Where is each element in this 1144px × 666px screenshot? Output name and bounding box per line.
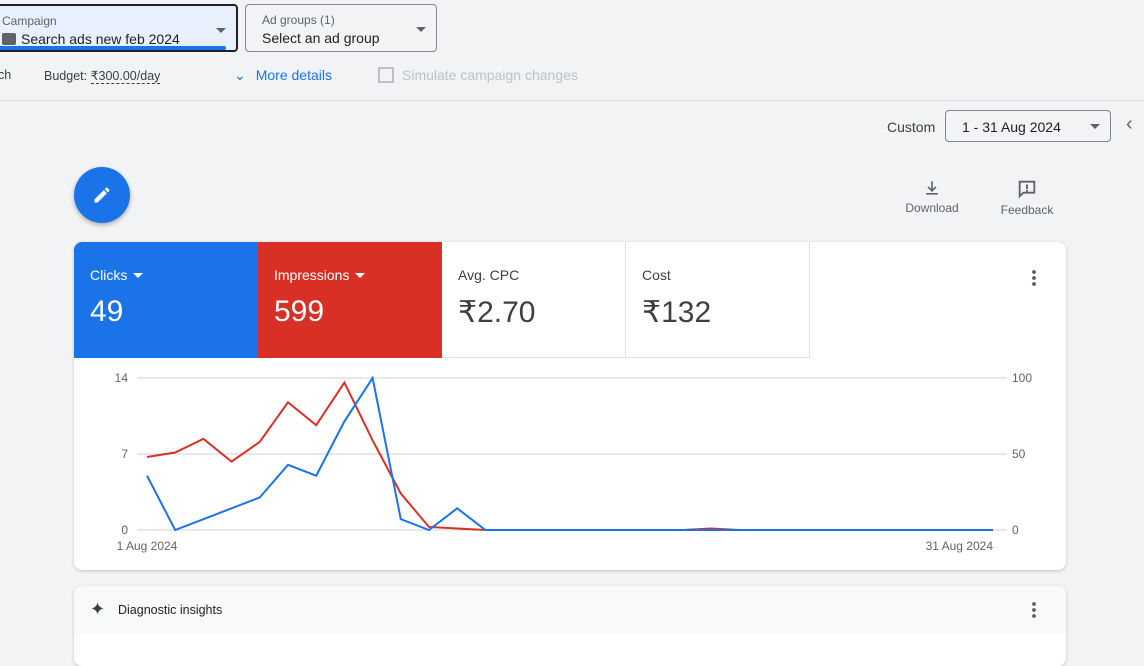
series-line-clicks <box>146 375 993 532</box>
dropdown-arrow-icon <box>355 273 366 278</box>
metric-tile-cost[interactable]: Cost ₹132 <box>626 242 810 358</box>
simulate-label: Simulate campaign changes <box>402 67 578 83</box>
simulate-button[interactable]: Simulate campaign changes <box>378 67 578 83</box>
metric-tile-impressions[interactable]: Impressions 599 <box>258 242 442 358</box>
chevron-left-icon[interactable]: ‹ <box>1126 113 1133 135</box>
date-range-picker[interactable]: 1 - 31 Aug 2024 <box>945 110 1111 142</box>
y-right-tick: 100 <box>1012 371 1032 385</box>
y-left-tick: 7 <box>121 447 128 461</box>
campaign-type: ch <box>0 68 12 82</box>
y-left-tick: 14 <box>115 371 129 385</box>
metric-tile-avg-cpc[interactable]: Avg. CPC ₹2.70 <box>442 242 626 358</box>
ad-groups-label: Ad groups (1) <box>262 13 335 27</box>
feedback-icon <box>1018 180 1036 199</box>
performance-chart: 14 100 7 50 0 0 1 Aug 2024 31 Aug 2024 <box>115 371 1033 553</box>
date-range-value: 1 - 31 Aug 2024 <box>962 119 1061 135</box>
metric-label: Impressions <box>274 267 350 283</box>
feedback-button[interactable]: Feedback <box>996 178 1058 217</box>
simulate-disabled-icon <box>378 67 394 83</box>
metric-value: 49 <box>90 295 124 328</box>
series-line-impressions <box>146 380 993 531</box>
metric-value: ₹132 <box>642 296 712 329</box>
diagnostic-insights-card: ✦ Diagnostic insights <box>74 586 1066 666</box>
insights-title: Diagnostic insights <box>118 603 223 617</box>
metric-label: Avg. CPC <box>458 267 520 283</box>
campaign-selector[interactable]: Campaign Search ads new feb 2024 <box>0 4 238 52</box>
more-details-label: More details <box>255 67 332 83</box>
feedback-label: Feedback <box>1000 203 1054 217</box>
chevron-down-icon: ⌄ <box>234 67 246 83</box>
budget-value[interactable]: ₹300.00/day <box>90 69 161 84</box>
dropdown-arrow-icon <box>216 28 226 33</box>
download-icon <box>926 181 938 195</box>
metric-value: 599 <box>274 295 325 328</box>
performance-card: Clicks 49 Impressions 599 Avg. CPC ₹2.70… <box>74 242 1066 570</box>
metric-label: Clicks <box>90 267 128 283</box>
campaign-label: Campaign <box>2 14 57 28</box>
metric-label: Cost <box>642 267 671 283</box>
budget-label: Budget: <box>44 69 88 83</box>
sparkle-icon: ✦ <box>90 599 106 619</box>
dropdown-arrow-icon <box>133 273 144 278</box>
y-right-tick: 0 <box>1012 523 1019 537</box>
dropdown-arrow-icon <box>1090 124 1100 129</box>
dropdown-arrow-icon <box>416 27 426 32</box>
edit-button[interactable] <box>74 167 130 223</box>
metric-value: ₹2.70 <box>458 296 536 329</box>
campaign-value: Search ads new feb 2024 <box>21 31 180 47</box>
more-options-icon[interactable] <box>1032 601 1036 619</box>
pencil-icon <box>94 187 110 203</box>
x-tick-label: 1 Aug 2024 <box>117 539 178 553</box>
more-details-button[interactable]: ⌄ More details <box>234 67 332 84</box>
y-right-tick: 50 <box>1012 447 1026 461</box>
download-button[interactable]: Download <box>900 178 964 215</box>
x-tick-label: 31 Aug 2024 <box>926 539 994 553</box>
metric-tile-clicks[interactable]: Clicks 49 <box>74 242 258 358</box>
date-range-type: Custom <box>887 119 936 135</box>
ad-group-value: Select an ad group <box>262 30 380 46</box>
search-campaign-icon <box>2 33 16 45</box>
download-label: Download <box>905 201 959 215</box>
more-options-icon[interactable] <box>1032 269 1036 287</box>
ad-group-selector[interactable]: Ad groups (1) Select an ad group <box>245 4 437 52</box>
y-left-tick: 0 <box>121 523 128 537</box>
